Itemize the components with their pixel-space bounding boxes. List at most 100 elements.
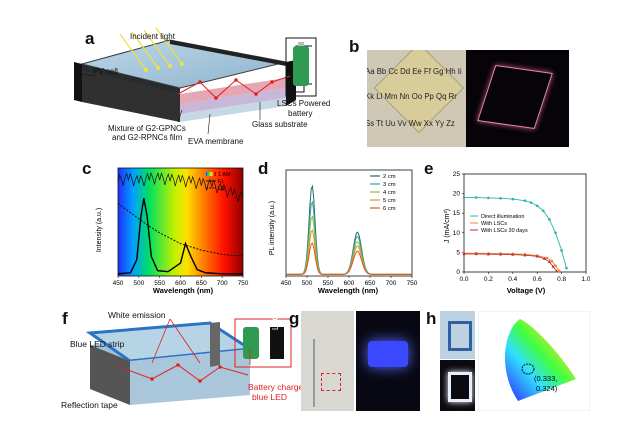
chart-d-legend-label: 4 cm: [383, 190, 396, 196]
lsc-photo-uv: [466, 50, 569, 147]
reflection-tape-left: [90, 345, 130, 405]
led-lsc-diagram: [85, 318, 292, 405]
pv-cell-front: [82, 64, 180, 122]
chart-e-point: [550, 259, 554, 263]
chart-d-xtick-label: 650: [365, 280, 376, 287]
lsc-photo-off: [440, 311, 475, 359]
chart-e-legend-label: Direct illumination: [481, 214, 524, 220]
chart-e-point: [499, 252, 503, 256]
alphabet-row-3: Ss Tt Uu Vv Ww Xx Yy Zz: [367, 119, 455, 128]
chart-e-point: [565, 266, 568, 270]
cie-coord-line2: 0.324): [536, 384, 558, 393]
pv-cell-label: PV cell: [93, 67, 118, 76]
panel-f-label: f: [62, 309, 68, 328]
chart-e-point: [523, 253, 527, 257]
lscs-vertical-label: LSCs: [271, 310, 280, 330]
led-photo-wall: [301, 311, 354, 411]
chart-c-xtick-label: 650: [196, 280, 207, 287]
pv-cell-left: [74, 62, 82, 102]
emitter-dot-5: [270, 80, 274, 84]
panel-e-label: e: [424, 159, 434, 178]
white-emission-label: White emission: [108, 310, 166, 320]
emitter-dot-1: [198, 80, 202, 84]
chart-e-ytick-label: 0: [456, 269, 460, 276]
chart-e-point: [529, 201, 533, 204]
battery-box: [285, 37, 317, 97]
panel-h-label: h: [426, 309, 437, 328]
emitter-f-4: [218, 365, 222, 369]
glass-layer: [180, 98, 286, 122]
cie-coord-line1: (0.333,: [534, 374, 557, 383]
white-emission-ray-2: [169, 318, 201, 364]
chart-c-xtick-label: 550: [154, 280, 165, 287]
chart-e-ytick-label: 10: [453, 230, 461, 237]
leader-mixture: [177, 109, 183, 123]
chart-d-xtick-label: 500: [302, 280, 313, 287]
chart-e-point: [551, 264, 555, 268]
battery-label: battery: [288, 109, 313, 118]
legend-swatch-1am: [206, 172, 216, 176]
chart-d-xtick-label: 600: [344, 280, 355, 287]
chart-e-xtick-label: 0.4: [508, 276, 517, 283]
emitter-f-2: [176, 363, 180, 367]
emitter-f-3: [198, 379, 202, 383]
chart-d-pl: 450 500 550 600 650 700 750 2 cm 3 cm 4 cm 5 cm 6 c…: [269, 169, 418, 295]
chart-e-point: [474, 252, 478, 256]
leader-eva: [207, 113, 211, 135]
legend-label-uv: UV: [218, 186, 226, 192]
light-ray-1: [131, 31, 159, 69]
spectrum-background: [118, 168, 243, 276]
chart-d-xtick-label: 550: [323, 280, 334, 287]
panel-c-label: c: [82, 159, 92, 178]
pv-cell-back: [170, 40, 286, 66]
chart-e-xtick-label: 0.6: [533, 276, 542, 283]
emitter-dot-4: [254, 92, 258, 96]
reflection-tape-label: Reflection tape: [61, 400, 118, 410]
chart-e-point: [511, 252, 515, 256]
chart-c-xlabel: Wavelength (nm): [153, 286, 214, 295]
chart-e-xtick-label: 0.0: [459, 276, 468, 283]
chart-e-ylabel: J (mA/cm²): [444, 209, 451, 243]
cie-horseshoe: [505, 319, 576, 401]
chart-e-ytick-label: 15: [453, 210, 461, 217]
cable: [313, 339, 315, 407]
chart-e-point: [557, 269, 561, 273]
chart-e-ytick-label: 25: [453, 171, 461, 178]
light-dot-1: [156, 66, 160, 70]
chart-e-xlabel: Voltage (V): [507, 286, 546, 295]
lsc-glowing-edge: [477, 64, 553, 130]
battery-led-box: [234, 318, 292, 368]
blue-led-strip-label: Blue LED strip: [70, 339, 125, 349]
lscs-box: [270, 327, 284, 359]
alphabet-row-1: Aa Bb Cc Dd Ee Ff Gg Hh Ii: [367, 67, 462, 76]
light-ray-4: [119, 33, 147, 71]
lsc-photo-on: [440, 360, 475, 411]
eva-layer: [180, 88, 286, 114]
alphabet-row-2: Kk Ll Mm Nn Oo Pp Qq Rr: [367, 92, 457, 101]
chart-d-ylabel: PL intensity (a.u.): [269, 201, 276, 255]
chart-e-point: [545, 256, 549, 260]
chart-e-point: [535, 204, 539, 208]
chart-c-xtick-label: 600: [175, 280, 186, 287]
chart-c-xtick-label: 700: [217, 280, 228, 287]
chart-e-point: [487, 196, 490, 200]
guided-light-path-f: [119, 364, 249, 382]
chart-c-xtick-label: 500: [133, 280, 144, 287]
chart-e-point: [554, 264, 557, 268]
emitter-dot-2: [214, 96, 218, 100]
chart-c-ylabel: Intensity (a.u.): [96, 208, 103, 252]
lsc-frame-on: [448, 372, 472, 402]
battery-f-icon: [243, 327, 259, 359]
mixture-label-1: Mixture of G2-GPNCs: [108, 124, 186, 133]
chart-e-legend-label: With LSCs 30 days: [481, 228, 528, 234]
chart-e-point: [474, 196, 478, 199]
panel-a-label: a: [85, 29, 95, 48]
battery-charged-label-1: Battery charged: [248, 382, 309, 392]
lscs-powered-label: LSCs Powered: [277, 99, 331, 108]
chart-d-legend-label: 2 cm: [383, 174, 396, 180]
chart-e-xtick-label: 0.8: [557, 276, 566, 283]
chart-e-point: [523, 199, 527, 202]
chart-e-point: [554, 231, 557, 235]
film-layer: [180, 78, 286, 104]
